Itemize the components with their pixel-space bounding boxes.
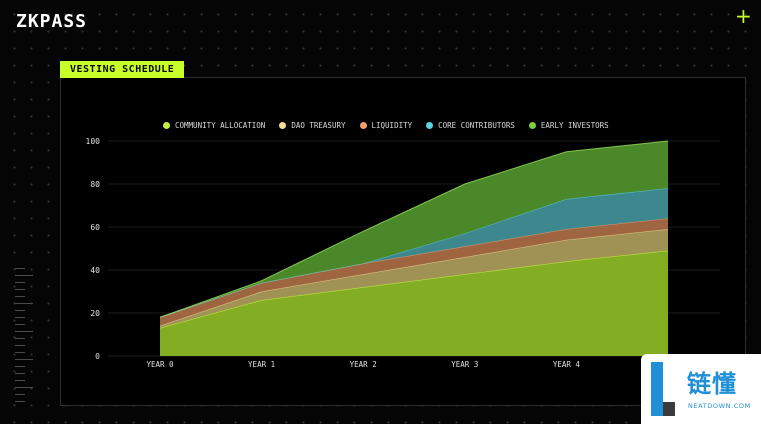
x-tick-label: YEAR 1 — [248, 360, 275, 369]
watermark-title: 链懂 — [687, 370, 737, 398]
legend-item: EARLY INVESTORS — [528, 121, 609, 130]
legend-item: CORE CONTRIBUTORS — [426, 121, 515, 130]
legend-item: COMMUNITY ALLOCATION — [163, 121, 265, 130]
line-early-investors — [159, 140, 669, 318]
x-tick-label: YEAR 0 — [146, 360, 174, 369]
y-tick-label: 60 — [90, 223, 100, 232]
y-tick-label: 100 — [86, 137, 101, 146]
area-core-contributors — [160, 188, 668, 318]
area-early-investors — [160, 141, 668, 318]
legend-swatch — [426, 122, 434, 129]
area-community-allocation — [160, 250, 668, 356]
legend-label: COMMUNITY ALLOCATION — [175, 121, 266, 130]
legend-label: LIQUIDITY — [371, 121, 413, 130]
legend-item: DAO TREASURY — [279, 121, 346, 130]
zkpass-logo: ZKPASS — [16, 11, 88, 32]
y-tick-label: 40 — [90, 266, 100, 275]
watermark-subtitle: NEATDOWN.COM — [688, 402, 751, 410]
chart-legend: COMMUNITY ALLOCATION DAO TREASURY LIQUIDIT… — [163, 121, 609, 130]
legend-swatch — [279, 122, 287, 129]
line-dao-treasury — [159, 228, 669, 327]
chart-title-tag: VESTING SCHEDULE — [60, 61, 185, 78]
x-tick-label: YEAR 4 — [553, 360, 581, 369]
side-ruler — [15, 268, 33, 406]
plus-icon: + — [735, 4, 752, 28]
legend-label: EARLY INVESTORS — [540, 121, 609, 130]
area-dao-treasury — [160, 229, 668, 329]
legend-label: DAO TREASURY — [291, 121, 346, 130]
x-tick-label: YEAR 2 — [350, 360, 377, 369]
legend-label: CORE CONTRIBUTORS — [438, 121, 515, 130]
y-tick-label: 80 — [90, 180, 100, 189]
watermark-badge: 链懂 NEATDOWN.COM — [641, 354, 761, 424]
y-tick-label: 20 — [90, 309, 100, 318]
neatdown-logo-icon — [651, 362, 675, 416]
x-tick-label: YEAR 3 — [451, 360, 478, 369]
legend-swatch — [359, 122, 367, 129]
area-liquidity — [160, 218, 668, 326]
y-tick-label: 0 — [95, 352, 100, 361]
legend-item: LIQUIDITY — [359, 121, 413, 130]
legend-swatch — [528, 122, 536, 129]
legend-swatch — [163, 122, 170, 129]
